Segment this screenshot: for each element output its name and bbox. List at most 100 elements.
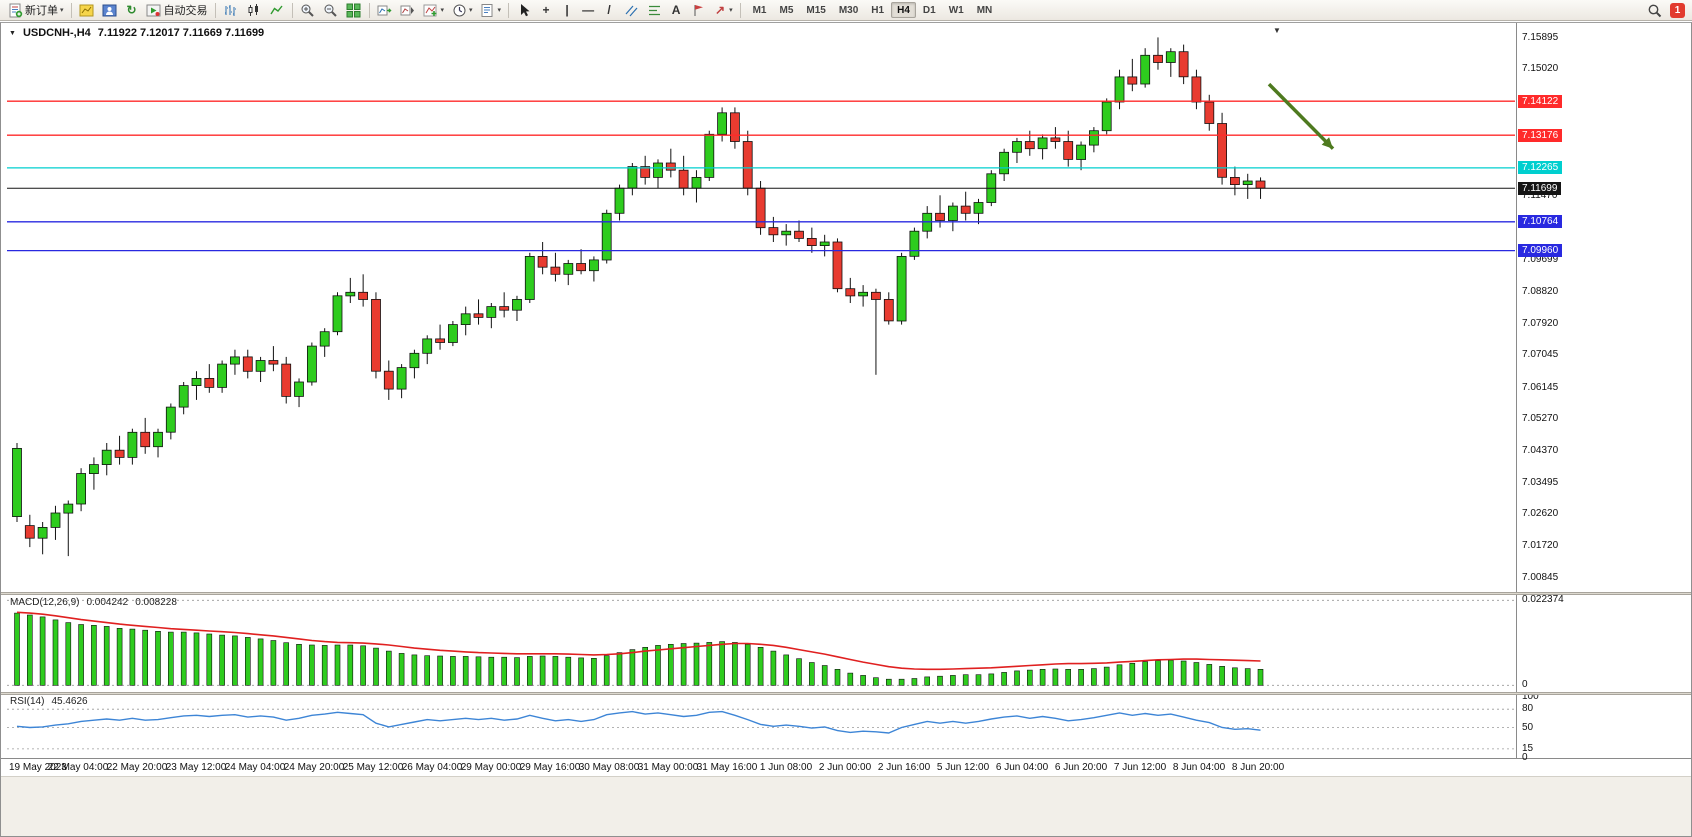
chart-shift-marker[interactable]: ▼	[1273, 26, 1281, 35]
axis-label: 7.02620	[1522, 508, 1559, 520]
cursor-tool-button[interactable]	[513, 1, 535, 19]
timeframe-d1-button[interactable]: D1	[922, 5, 936, 16]
price-chart-canvas[interactable]	[7, 32, 1515, 592]
macd-main-value: 0.004242	[86, 597, 129, 608]
clock-icon	[451, 2, 467, 18]
axis-label: 7.07045	[1522, 349, 1559, 361]
text-tool-button[interactable]: A	[666, 1, 686, 19]
timeframe-m15-button[interactable]: M15	[806, 5, 826, 16]
zoom-in-button[interactable]	[297, 1, 319, 19]
horizontal-line-icon: —	[582, 3, 595, 17]
axis-label: 7.04370	[1522, 445, 1559, 457]
time-axis-label: 22 May 20:00	[106, 762, 168, 773]
rsi-pane-separator[interactable]	[1, 692, 1691, 695]
timeframe-h4-button[interactable]: H4	[891, 2, 916, 18]
timeframe-toolbar: M1 M5 M15 M30 H1 H4 D1 W1 MN	[747, 2, 999, 18]
bar-chart-icon	[223, 2, 239, 18]
one-click-trading-toggle-icon[interactable]: ▼	[9, 29, 16, 37]
templates-icon	[480, 2, 496, 18]
toolbar-separator	[508, 2, 510, 18]
time-axis-label: 24 May 20:00	[283, 762, 345, 773]
toolbar-separator	[214, 2, 216, 18]
time-axis-label: 6 Jun 20:00	[1054, 762, 1108, 773]
channel-tool-button[interactable]	[620, 1, 642, 19]
new-order-label: 新订单	[25, 5, 58, 17]
price-axis[interactable]: 7.15895 7.15020 7.11470 7.09699 7.08820 7.079…	[1518, 23, 1691, 776]
templates-button[interactable]: ▾	[477, 1, 505, 19]
indicators-add-icon	[423, 2, 439, 18]
time-axis-label: 22 May 04:00	[47, 762, 109, 773]
axis-label: 50	[1522, 721, 1534, 733]
zoom-out-button[interactable]	[320, 1, 342, 19]
cursor-icon	[516, 2, 532, 18]
refresh-icon: ↻	[126, 3, 137, 17]
refresh-button[interactable]: ↻	[122, 1, 142, 19]
trendline-tool-button[interactable]: /	[599, 1, 619, 19]
trendline-icon: /	[607, 3, 611, 17]
axis-label: 100	[1522, 691, 1539, 702]
window-bottom-area	[1, 776, 1691, 836]
line-chart-button[interactable]	[266, 1, 288, 19]
price-line-label: 7.11699	[1518, 181, 1562, 195]
time-axis[interactable]: 19 May 2023 22 May 04:00 22 May 20:00 23 Ma…	[7, 760, 1515, 776]
axis-label: 7.07920	[1522, 317, 1559, 329]
crosshair-tool-button[interactable]: +	[536, 1, 556, 19]
bar-chart-button[interactable]	[220, 1, 242, 19]
time-axis-label: 1 Jun 08:00	[759, 762, 813, 773]
time-axis-label: 23 May 12:00	[165, 762, 227, 773]
accounts-icon	[102, 2, 118, 18]
axis-label: 7.03495	[1522, 476, 1559, 488]
charts-button[interactable]	[76, 1, 98, 19]
timeframe-w1-button[interactable]: W1	[948, 5, 964, 16]
vertical-line-tool-button[interactable]: |	[557, 1, 577, 19]
line-chart-icon	[269, 2, 285, 18]
symbol-period-label: USDCNH-,H4	[22, 27, 91, 39]
timeframe-h1-button[interactable]: H1	[871, 5, 885, 16]
candlestick-chart-button[interactable]	[243, 1, 265, 19]
zoom-out-icon	[323, 2, 339, 18]
label-tool-button[interactable]	[687, 1, 709, 19]
search-icon[interactable]	[1646, 2, 1662, 18]
new-order-button[interactable]: 新订单 ▾	[4, 1, 67, 19]
notification-badge[interactable]: 1	[1670, 2, 1685, 18]
auto-scroll-icon	[377, 2, 393, 18]
chart-window[interactable]: ▼ USDCNH-,H4 7.11922 7.12017 7.11669 7.1…	[0, 22, 1692, 837]
axis-label: 80	[1522, 703, 1534, 715]
rsi-canvas[interactable]	[7, 697, 1515, 758]
arrows-tool-button[interactable]: ↗ ▾	[710, 1, 736, 19]
toolbar-separator	[291, 2, 293, 18]
axis-label: 7.08820	[1522, 285, 1559, 297]
chevron-down-icon: ▾	[60, 6, 64, 14]
macd-canvas[interactable]	[7, 596, 1515, 691]
fibonacci-tool-button[interactable]	[643, 1, 665, 19]
chart-window-icon	[79, 2, 95, 18]
toolbar-right: 1	[1646, 2, 1688, 18]
price-line-label: 7.09960	[1518, 244, 1563, 258]
indicators-button[interactable]: ▾	[420, 1, 448, 19]
tile-windows-button[interactable]	[343, 1, 365, 19]
time-axis-label: 2 Jun 00:00	[818, 762, 872, 773]
axis-label: 0.022374	[1522, 594, 1564, 606]
auto-scroll-button[interactable]	[374, 1, 396, 19]
main-toolbar: 新订单 ▾ ↻ 自动交易	[0, 0, 1692, 21]
time-axis-label: 6 Jun 04:00	[995, 762, 1049, 773]
timeframe-m1-button[interactable]: M1	[752, 5, 767, 16]
periods-button[interactable]: ▾	[448, 1, 476, 19]
arrows-tool-icon: ↗	[715, 3, 726, 17]
horizontal-line-tool-button[interactable]: —	[578, 1, 598, 19]
zoom-in-icon	[300, 2, 316, 18]
autotrading-icon	[146, 2, 162, 18]
symbol-info: ▼ USDCNH-,H4 7.11922 7.12017 7.11669 7.1…	[9, 27, 264, 39]
price-line-label: 7.13176	[1518, 128, 1563, 142]
timeframe-m30-button[interactable]: M30	[838, 5, 859, 16]
time-axis-label: 2 Jun 16:00	[877, 762, 931, 773]
autotrading-button[interactable]: 自动交易	[143, 1, 211, 19]
crosshair-icon: +	[542, 3, 550, 17]
time-axis-label: 30 May 08:00	[578, 762, 640, 773]
accounts-button[interactable]	[99, 1, 121, 19]
chart-shift-button[interactable]	[397, 1, 419, 19]
timeframe-m5-button[interactable]: M5	[779, 5, 794, 16]
macd-title-text: MACD(12,26,9)	[10, 597, 80, 608]
macd-pane-separator[interactable]	[1, 592, 1691, 595]
timeframe-mn-button[interactable]: MN	[976, 5, 993, 16]
